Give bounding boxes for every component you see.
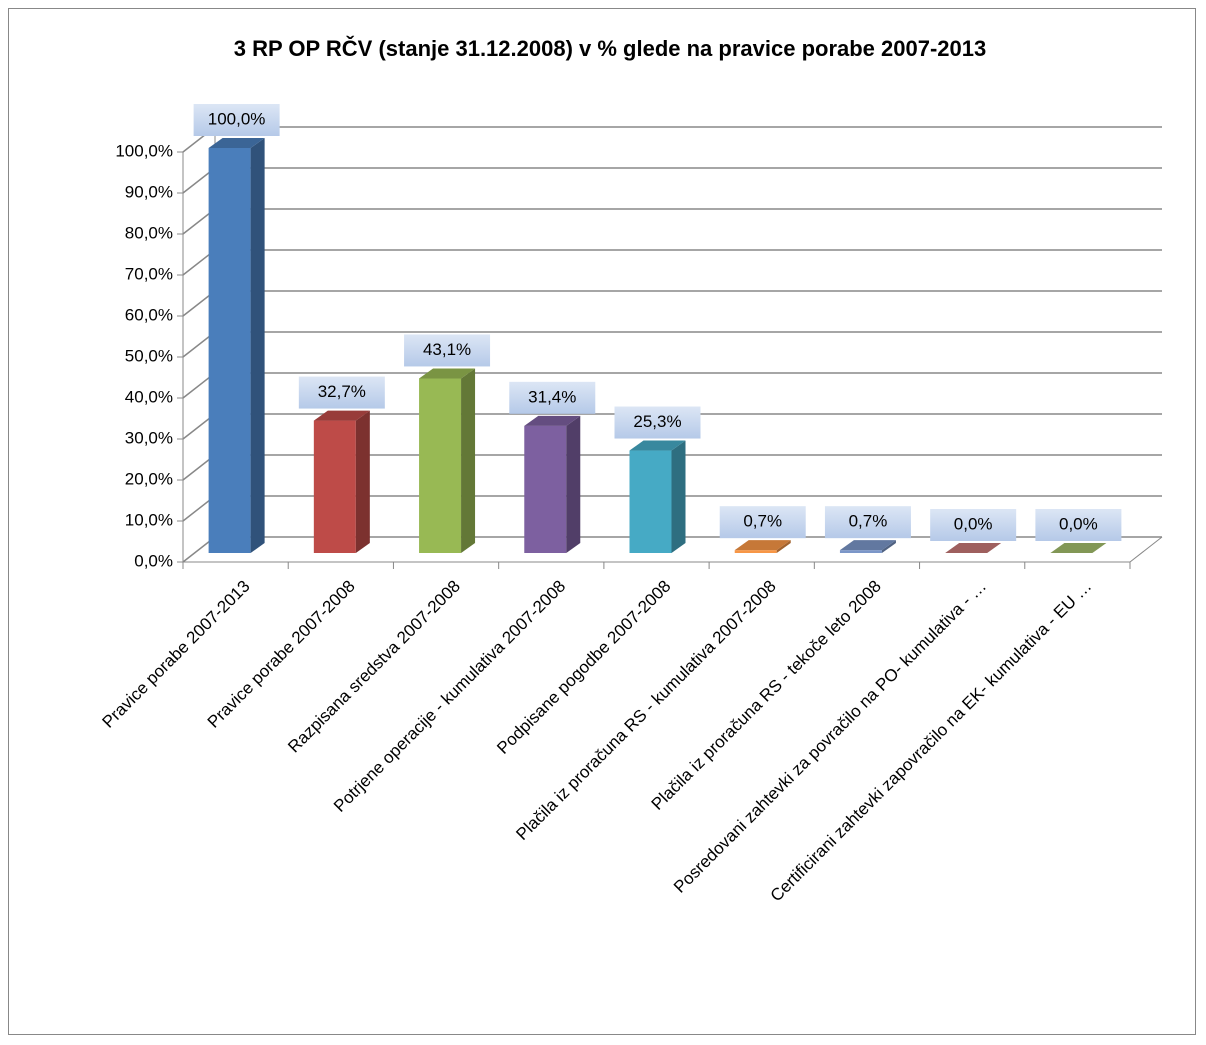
bar-side — [881, 540, 896, 553]
value-label-box — [930, 509, 1017, 541]
value-label-box — [193, 104, 280, 136]
y-tick-label: 100,0% — [115, 141, 173, 160]
chart-frame — [8, 8, 1196, 1035]
bar-top — [945, 543, 1002, 553]
bar — [945, 543, 1002, 553]
bar-side — [461, 368, 476, 553]
value-label: 0,0% — [954, 514, 993, 533]
bar-top — [1050, 543, 1107, 553]
bar-top — [629, 440, 686, 451]
value-label-box — [824, 506, 911, 539]
bar-front — [419, 378, 462, 553]
value-label: 25,3% — [633, 412, 681, 431]
bar — [734, 540, 791, 553]
bar-top — [419, 368, 476, 379]
value-label-box — [298, 376, 385, 409]
bar — [419, 368, 476, 553]
bar — [313, 410, 370, 553]
value-label: 100,0% — [208, 109, 266, 128]
chart-title: 3 RP OP RČV (stanje 31.12.2008) v % gled… — [234, 36, 986, 61]
value-label: 43,1% — [423, 340, 471, 359]
bar-front — [208, 148, 251, 553]
bar-top — [734, 540, 791, 551]
bar-side — [355, 410, 370, 553]
y-tick-label: 0,0% — [134, 551, 173, 570]
bar — [629, 440, 686, 553]
bar — [208, 138, 265, 553]
value-label: 32,7% — [318, 382, 366, 401]
value-label: 0,7% — [849, 512, 888, 531]
y-tick-label: 30,0% — [125, 428, 173, 447]
x-tick-label: Podpisane pogodbe 2007-2008 — [493, 577, 674, 758]
value-label-box — [1035, 509, 1122, 541]
bar — [1050, 543, 1107, 553]
bar — [839, 540, 896, 553]
y-tick-label: 50,0% — [125, 346, 173, 365]
floor-line — [1129, 536, 1163, 563]
x-tick-label: Plačila iz proračuna RS - tekoče leto 20… — [648, 577, 885, 814]
value-label: 0,0% — [1059, 514, 1098, 533]
bar-front — [313, 420, 356, 553]
bar-front — [734, 550, 777, 553]
x-tick-label: Potrjene operacije - kumulativa 2007-200… — [330, 577, 569, 816]
y-tick-label: 10,0% — [125, 510, 173, 529]
bar-front — [524, 425, 567, 553]
value-label-box — [719, 506, 806, 539]
bar-top — [313, 410, 370, 421]
y-tick-label: 40,0% — [125, 387, 173, 406]
y-tick-label: 70,0% — [125, 264, 173, 283]
bar-side — [566, 415, 581, 553]
value-label-box — [614, 406, 701, 439]
y-tick-label: 90,0% — [125, 182, 173, 201]
x-tick-label: Razpisana sredstva 2007-2008 — [284, 577, 464, 757]
bar-top — [524, 415, 581, 426]
value-label-box — [404, 334, 491, 367]
value-label: 31,4% — [528, 387, 576, 406]
y-tick-label: 80,0% — [125, 223, 173, 242]
bar-side — [671, 440, 686, 553]
bar-side — [250, 138, 265, 553]
bar-side — [776, 540, 791, 553]
bar-front — [629, 450, 672, 553]
value-label: 0,7% — [743, 512, 782, 531]
bar-top — [208, 138, 265, 148]
bar — [524, 415, 581, 553]
bar-top — [839, 540, 896, 551]
y-tick-label: 20,0% — [125, 469, 173, 488]
value-label-box — [509, 381, 596, 414]
y-tick-label: 60,0% — [125, 305, 173, 324]
bar-front — [839, 550, 882, 553]
